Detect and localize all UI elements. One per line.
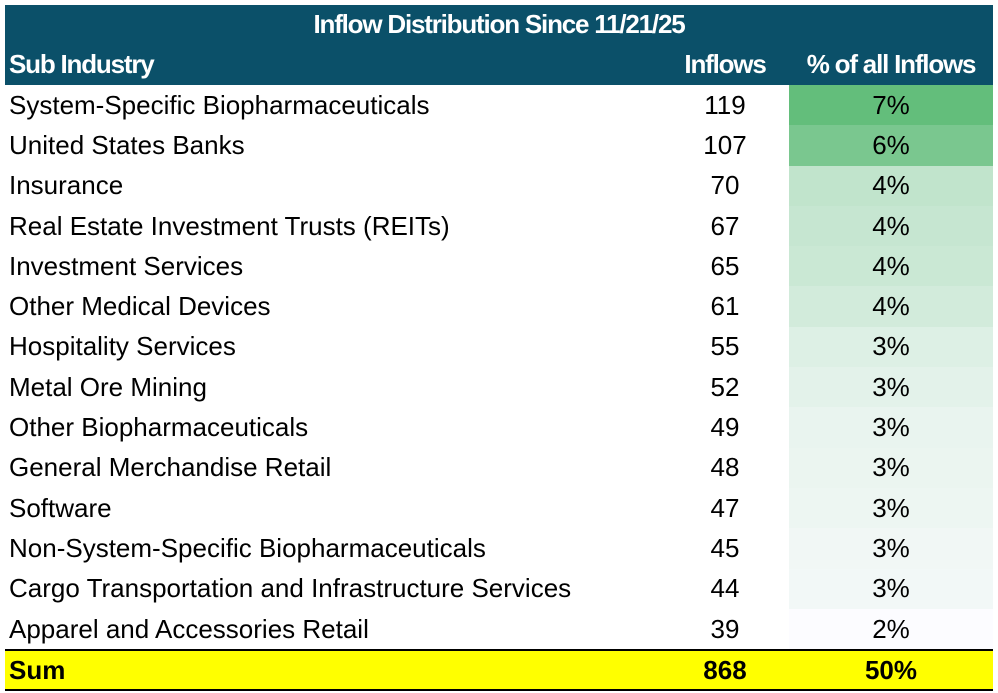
pct-cell: 3% [789, 447, 993, 488]
table-row: Other Biopharmaceuticals 49 3% [5, 407, 993, 448]
sub-industry-cell: Hospitality Services [9, 331, 236, 362]
sub-industry-cell: Real Estate Investment Trusts (REITs) [9, 210, 450, 241]
sub-industry-cell: Other Medical Devices [9, 291, 271, 322]
table-row: Metal Ore Mining 52 3% [5, 367, 993, 408]
inflows-cell: 45 [710, 532, 740, 563]
pct-cell: 4% [789, 205, 993, 247]
pct-cell: 4% [789, 165, 993, 206]
table-row: United States Banks 107 6% [5, 125, 993, 166]
sub-industry-cell: Metal Ore Mining [9, 371, 207, 402]
sub-industry-cell: Other Biopharmaceuticals [9, 412, 309, 443]
inflows-cell: 48 [710, 452, 740, 483]
sub-industry-cell: System-Specific Biopharmaceuticals [9, 89, 430, 120]
table-row: Real Estate Investment Trusts (REITs) 67 4… [5, 205, 993, 247]
pct-cell: 3% [789, 326, 993, 368]
pct-cell: 3% [789, 487, 993, 529]
sub-industry-cell: Apparel and Accessories Retail [9, 613, 369, 644]
table-row: Apparel and Accessories Retail 39 2% [5, 608, 993, 650]
inflows-cell: 70 [710, 170, 740, 201]
sub-industry-cell: Insurance [9, 170, 124, 201]
table-row: Investment Services 65 4% [5, 246, 993, 287]
pct-cell: 4% [789, 286, 993, 327]
inflow-table: Inflow Distribution Since 11/21/25 Sub I… [5, 5, 993, 692]
pct-cell: 3% [789, 407, 993, 448]
header-row: Sub Industry Inflows % of all Inflows [5, 44, 993, 85]
sum-label: Sum [9, 654, 66, 685]
sum-inflows: 868 [703, 654, 747, 685]
pct-cell: 2% [789, 608, 993, 650]
sum-row: Sum 868 50% [5, 649, 993, 692]
inflows-cell: 61 [710, 291, 740, 322]
table-row: Cargo Transportation and Infrastructure … [5, 568, 993, 609]
inflows-cell: 47 [710, 492, 740, 523]
pct-cell: 7% [789, 85, 993, 126]
pct-cell: 4% [789, 246, 993, 287]
sub-industry-cell: Non-System-Specific Biopharmaceuticals [9, 532, 486, 563]
inflows-cell: 107 [703, 129, 747, 160]
table-row: Software 47 3% [5, 487, 993, 529]
inflows-cell: 67 [710, 210, 740, 241]
inflows-cell: 44 [710, 573, 740, 604]
pct-cell: 3% [789, 367, 993, 408]
inflows-cell: 49 [710, 412, 740, 443]
table-row: Hospitality Services 55 3% [5, 326, 993, 368]
table-row: General Merchandise Retail 48 3% [5, 447, 993, 488]
sub-industry-cell: Investment Services [9, 250, 244, 281]
sub-industry-cell: General Merchandise Retail [9, 452, 332, 483]
header-inflows: Inflows [684, 49, 766, 79]
table-row: Other Medical Devices 61 4% [5, 286, 993, 327]
inflows-cell: 65 [710, 250, 740, 281]
inflows-cell: 39 [710, 613, 740, 644]
sub-industry-cell: United States Banks [9, 129, 245, 160]
sub-industry-cell: Software [9, 492, 112, 523]
inflows-cell: 119 [704, 89, 746, 120]
pct-cell: 3% [789, 568, 993, 609]
sum-pct: 50% [864, 654, 918, 685]
table-row: Non-System-Specific Biopharmaceuticals 45… [5, 528, 993, 569]
pct-cell: 6% [789, 125, 993, 166]
table-row: Insurance 70 4% [5, 165, 993, 206]
table-row: System-Specific Biopharmaceuticals 119 7% [5, 85, 993, 126]
header-sub-industry: Sub Industry [9, 49, 155, 79]
header-pct: % of all Inflows [806, 49, 977, 79]
inflows-cell: 55 [710, 331, 740, 362]
pct-cell: 3% [789, 528, 993, 569]
sub-industry-cell: Cargo Transportation and Infrastructure … [9, 573, 572, 604]
inflows-cell: 52 [710, 371, 740, 402]
table-title: Inflow Distribution Since 11/21/25 [5, 5, 993, 44]
